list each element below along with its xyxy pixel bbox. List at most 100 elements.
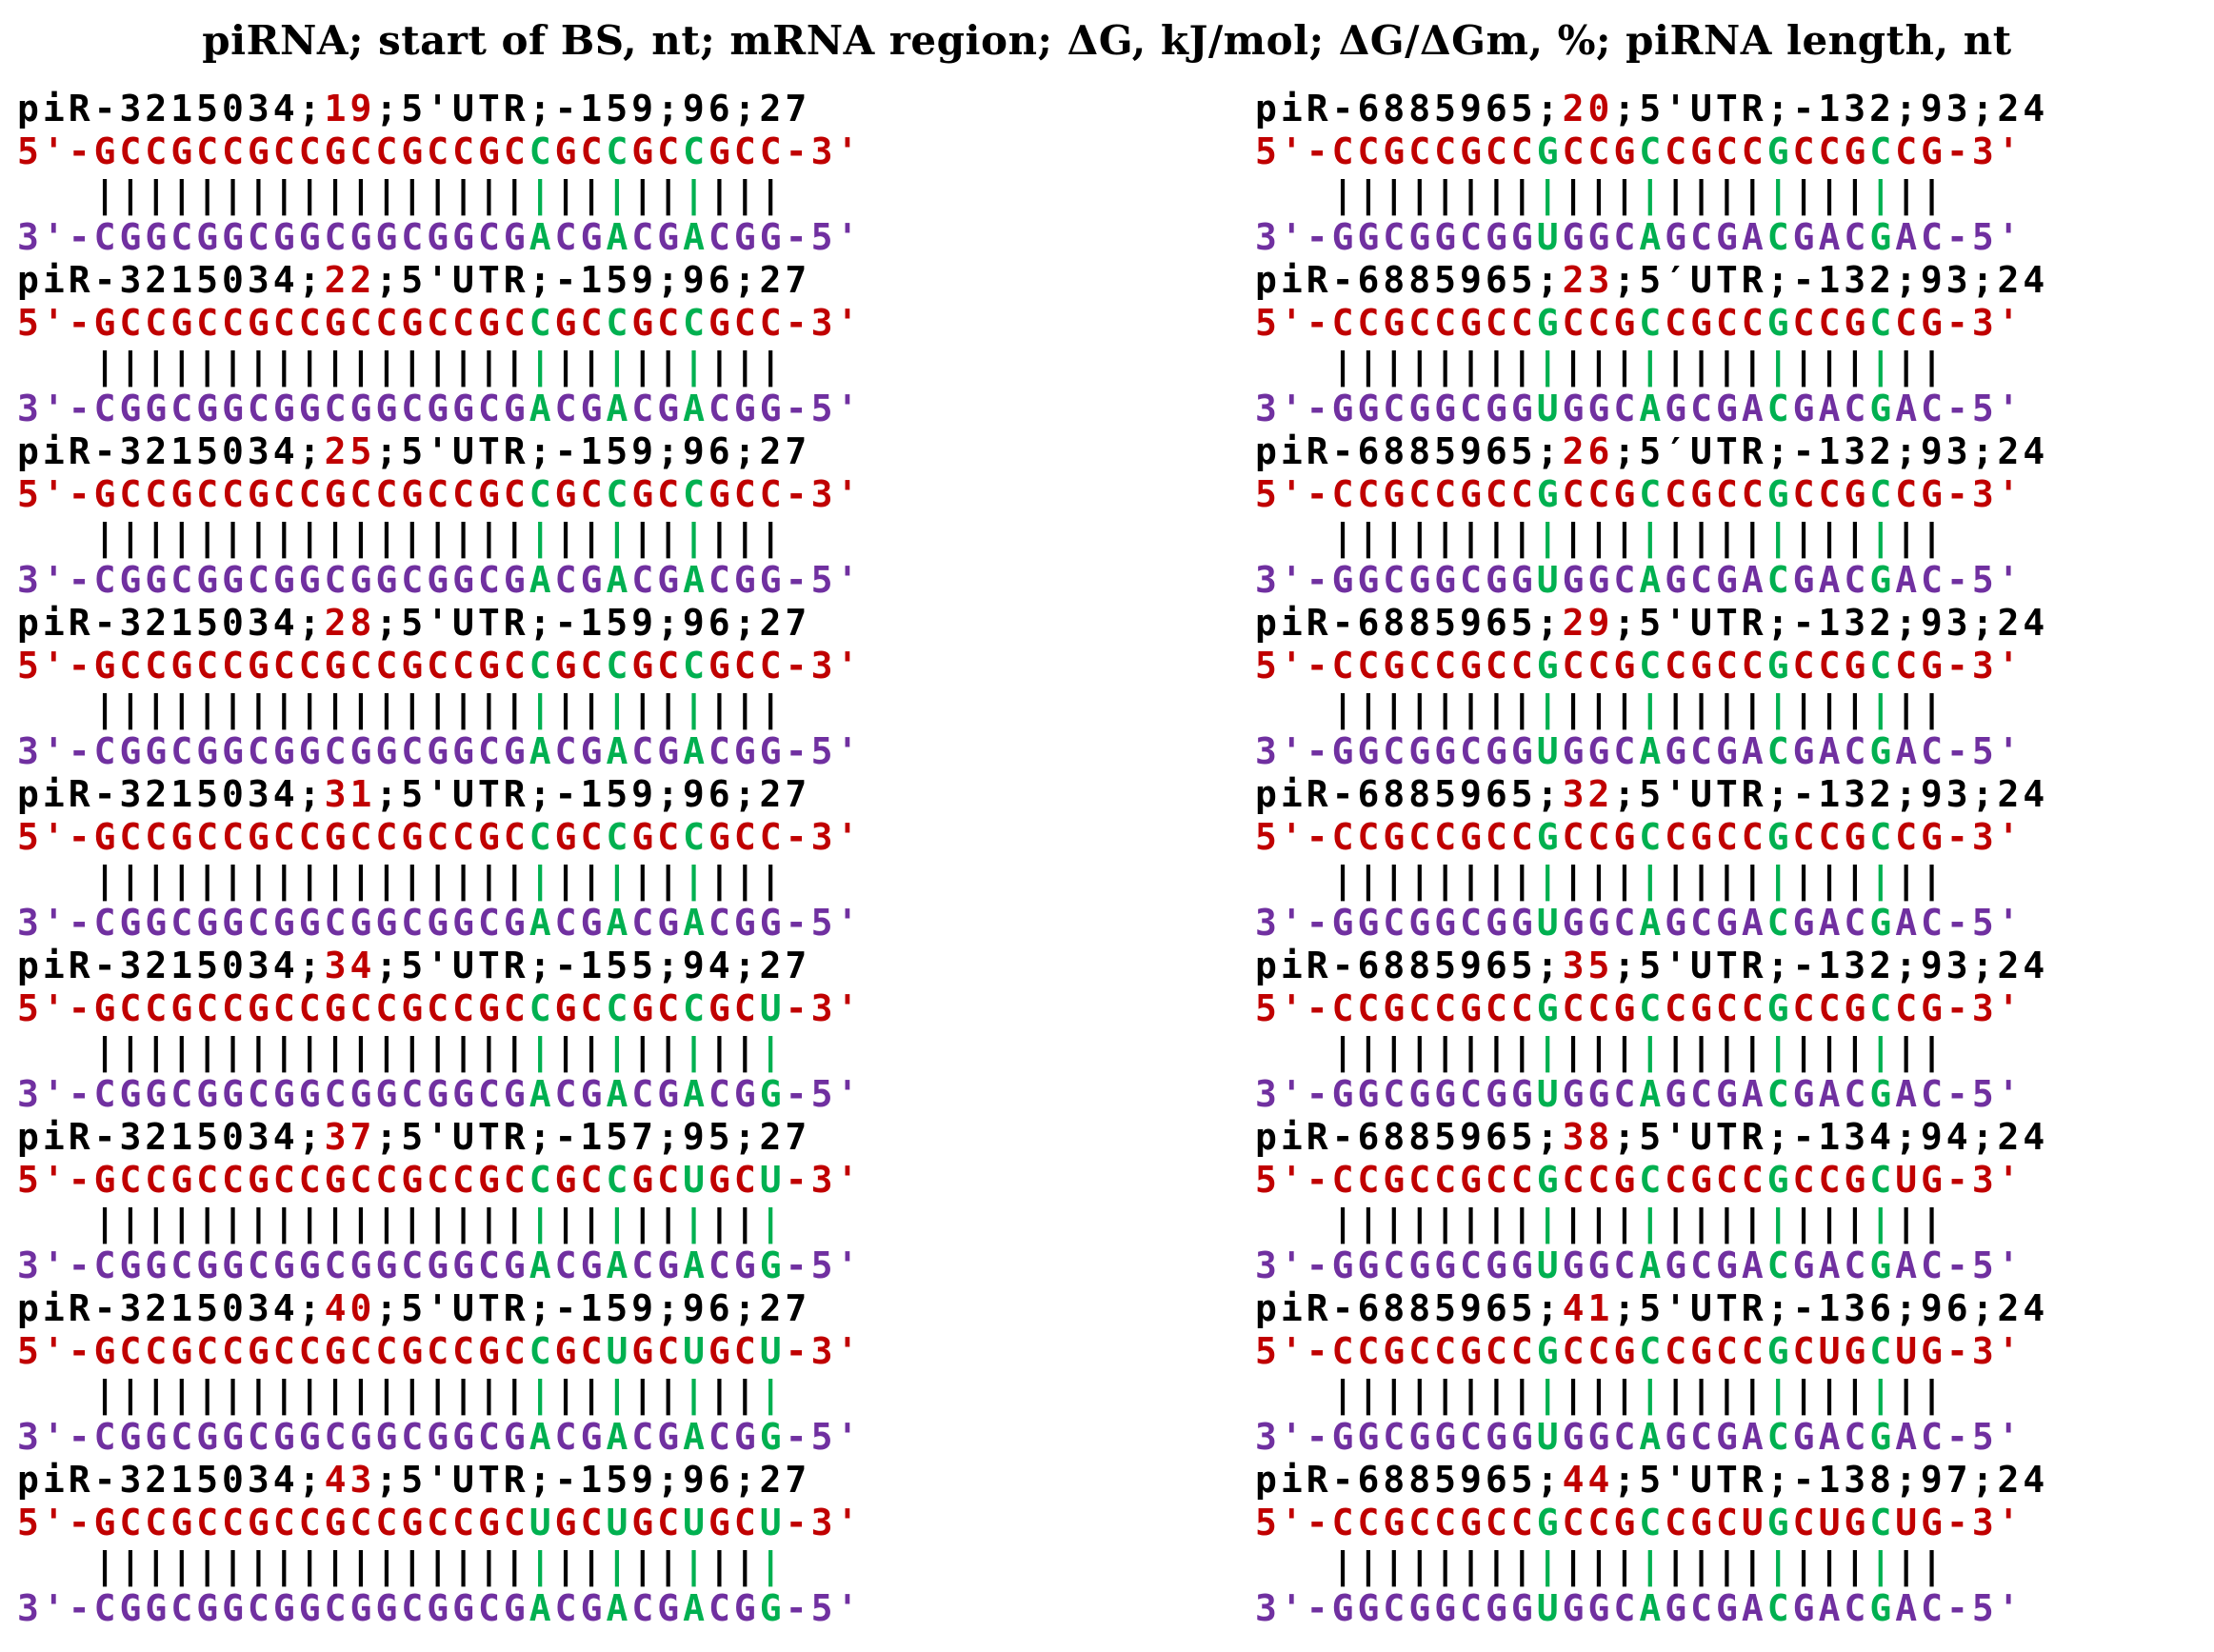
binding-start: 22	[324, 259, 376, 301]
base-pair-lines: |||||||||||||||||||||||||||	[93, 345, 786, 387]
pirna-sequence: 3'-GGCGGCGGUGGCAGCGACGACGAC-5'	[1255, 1416, 2024, 1458]
binding-start: 35	[1562, 945, 1614, 986]
pirna-name: piR-6885965	[1255, 1459, 1537, 1501]
binding-params: ;5'UTR;-159;96;27	[375, 1459, 811, 1501]
mrna-sequence: 5'-GCCGCCGCCGCCGCCGCCGCUGCUGCU-3'	[17, 1330, 863, 1372]
pirna-name: piR-3215034	[17, 430, 299, 472]
pirna-sequence: 3'-GGCGGCGGUGGCAGCGACGACGAC-5'	[1255, 902, 2024, 944]
binding-site-header: piR-6885965;23;5′UTR;-132;93;24	[1255, 259, 2049, 301]
binding-site-header: piR-6885965;41;5'UTR;-136;96;24	[1255, 1287, 2049, 1329]
binding-start: 29	[1562, 602, 1614, 644]
base-pair-lines: |||||||||||||||||||||||||||	[93, 687, 786, 729]
binding-start: 40	[324, 1287, 376, 1329]
base-pair-lines: ||||||||||||||||||||||||	[1331, 1373, 1947, 1415]
binding-site-header: piR-3215034;28;5'UTR;-159;96;27	[17, 602, 811, 644]
binding-start: 38	[1562, 1116, 1614, 1158]
mrna-sequence: 5'-GCCGCCGCCGCCGCCGCCGCCGCCGCC-3'	[17, 473, 863, 515]
mrna-sequence: 5'-CCGCCGCCGCCGCCGCCGCUGCUG-3'	[1255, 1330, 2024, 1372]
binding-params: ;5'UTR;-159;96;27	[375, 430, 811, 472]
binding-site-header: piR-6885965;35;5'UTR;-132;93;24	[1255, 945, 2049, 986]
binding-site-header: piR-3215034;40;5'UTR;-159;96;27	[17, 1287, 811, 1329]
mrna-sequence: 5'-GCCGCCGCCGCCGCCGCCGCCGCUGCU-3'	[17, 1159, 863, 1201]
binding-params: ;5'UTR;-134;94;24	[1613, 1116, 2049, 1158]
binding-params: ;5'UTR;-155;94;27	[375, 945, 811, 986]
base-pair-lines: ||||||||||||||||||||||||	[1331, 1544, 1947, 1586]
mrna-sequence: 5'-CCGCCGCCGCCGCCGCUGCUGCUG-3'	[1255, 1502, 2024, 1543]
binding-start: 26	[1562, 430, 1614, 472]
pirna-name: piR-6885965	[1255, 602, 1537, 644]
base-pair-lines: |||||||||||||||||||||||||||	[93, 859, 786, 901]
pirna-name: piR-6885965	[1255, 1287, 1537, 1329]
mrna-sequence: 5'-CCGCCGCCGCCGCCGCCGCCGCCG-3'	[1255, 473, 2024, 515]
pirna-sequence: 3'-GGCGGCGGUGGCAGCGACGACGAC-5'	[1255, 1244, 2024, 1286]
pirna-sequence: 3'-CGGCGGCGGCGGCGGCGACGACGACGG-5'	[17, 1244, 863, 1286]
pirna-name: piR-6885965	[1255, 945, 1537, 986]
binding-params: ;5'UTR;-159;96;27	[375, 88, 811, 129]
binding-site-header: piR-6885965;26;5′UTR;-132;93;24	[1255, 430, 2049, 472]
mrna-sequence: 5'-CCGCCGCCGCCGCCGCCGCCGCCG-3'	[1255, 302, 2024, 344]
base-pair-lines: ||||||||||||||||||||||||	[1331, 345, 1947, 387]
binding-start: 19	[324, 88, 376, 129]
pirna-name: piR-3215034	[17, 602, 299, 644]
pirna-name: piR-3215034	[17, 259, 299, 301]
binding-start: 25	[324, 430, 376, 472]
binding-site-header: piR-3215034;22;5'UTR;-159;96;27	[17, 259, 811, 301]
binding-site-header: piR-3215034;34;5'UTR;-155;94;27	[17, 945, 811, 986]
binding-site-header: piR-6885965;32;5'UTR;-132;93;24	[1255, 773, 2049, 815]
base-pair-lines: ||||||||||||||||||||||||	[1331, 173, 1947, 215]
binding-params: ;5'UTR;-159;96;27	[375, 259, 811, 301]
binding-params: ;5'UTR;-132;93;24	[1613, 945, 2049, 986]
pirna-name: piR-3215034	[17, 88, 299, 129]
binding-params: ;5'UTR;-136;96;24	[1613, 1287, 2049, 1329]
pirna-sequence: 3'-CGGCGGCGGCGGCGGCGACGACGACGG-5'	[17, 730, 863, 772]
binding-site-header: piR-3215034;25;5'UTR;-159;96;27	[17, 430, 811, 472]
pirna-name: piR-6885965	[1255, 1116, 1537, 1158]
binding-site-header: piR-3215034;31;5'UTR;-159;96;27	[17, 773, 811, 815]
pirna-name: piR-6885965	[1255, 88, 1537, 129]
mrna-sequence: 5'-GCCGCCGCCGCCGCCGCCGCCGCCGCC-3'	[17, 645, 863, 687]
base-pair-lines: |||||||||||||||||||||||||||	[93, 1373, 786, 1415]
binding-params: ;5'UTR;-132;93;24	[1613, 602, 2049, 644]
binding-start: 34	[324, 945, 376, 986]
binding-site-header: piR-6885965;20;5'UTR;-132;93;24	[1255, 88, 2049, 129]
mrna-sequence: 5'-CCGCCGCCGCCGCCGCCGCCGCUG-3'	[1255, 1159, 2024, 1201]
binding-params: ;5'UTR;-159;96;27	[375, 1287, 811, 1329]
binding-site-header: piR-6885965;29;5'UTR;-132;93;24	[1255, 602, 2049, 644]
binding-start: 23	[1562, 259, 1614, 301]
pirna-sequence: 3'-CGGCGGCGGCGGCGGCGACGACGACGG-5'	[17, 1587, 863, 1629]
base-pair-lines: |||||||||||||||||||||||||||	[93, 1202, 786, 1244]
pirna-sequence: 3'-GGCGGCGGUGGCAGCGACGACGAC-5'	[1255, 1073, 2024, 1115]
pirna-sequence: 3'-GGCGGCGGUGGCAGCGACGACGAC-5'	[1255, 216, 2024, 258]
pirna-sequence: 3'-CGGCGGCGGCGGCGGCGACGACGACGG-5'	[17, 1416, 863, 1458]
pirna-name: piR-3215034	[17, 1287, 299, 1329]
mrna-sequence: 5'-CCGCCGCCGCCGCCGCCGCCGCCG-3'	[1255, 987, 2024, 1029]
binding-site-header: piR-3215034;43;5'UTR;-159;96;27	[17, 1459, 811, 1501]
pirna-sequence: 3'-CGGCGGCGGCGGCGGCGACGACGACGG-5'	[17, 388, 863, 429]
page-title: piRNA; start of BS, nt; mRNA region; ΔG,…	[202, 17, 2012, 64]
binding-start: 31	[324, 773, 376, 815]
binding-site-header: piR-3215034;37;5'UTR;-157;95;27	[17, 1116, 811, 1158]
base-pair-lines: |||||||||||||||||||||||||||	[93, 173, 786, 215]
mrna-sequence: 5'-GCCGCCGCCGCCGCCGCCGCCGCCGCC-3'	[17, 130, 863, 172]
mrna-sequence: 5'-CCGCCGCCGCCGCCGCCGCCGCCG-3'	[1255, 130, 2024, 172]
binding-start: 28	[324, 602, 376, 644]
pirna-name: piR-3215034	[17, 773, 299, 815]
pirna-name: piR-3215034	[17, 945, 299, 986]
binding-params: ;5'UTR;-157;95;27	[375, 1116, 811, 1158]
mrna-sequence: 5'-CCGCCGCCGCCGCCGCCGCCGCCG-3'	[1255, 645, 2024, 687]
mrna-sequence: 5'-CCGCCGCCGCCGCCGCCGCCGCCG-3'	[1255, 816, 2024, 858]
binding-params: ;5'UTR;-159;96;27	[375, 773, 811, 815]
base-pair-lines: ||||||||||||||||||||||||	[1331, 687, 1947, 729]
binding-site-header: piR-6885965;38;5'UTR;-134;94;24	[1255, 1116, 2049, 1158]
base-pair-lines: |||||||||||||||||||||||||||	[93, 1030, 786, 1072]
binding-site-header: piR-3215034;19;5'UTR;-159;96;27	[17, 88, 811, 129]
base-pair-lines: ||||||||||||||||||||||||	[1331, 1202, 1947, 1244]
binding-params: ;5′UTR;-132;93;24	[1613, 430, 2049, 472]
pirna-name: piR-3215034	[17, 1116, 299, 1158]
binding-start: 32	[1562, 773, 1614, 815]
mrna-sequence: 5'-GCCGCCGCCGCCGCCGCCGCCGCCGCC-3'	[17, 302, 863, 344]
mrna-sequence: 5'-GCCGCCGCCGCCGCCGCUGCUGCUGCU-3'	[17, 1502, 863, 1543]
pirna-sequence: 3'-CGGCGGCGGCGGCGGCGACGACGACGG-5'	[17, 559, 863, 601]
binding-params: ;5'UTR;-138;97;24	[1613, 1459, 2049, 1501]
pirna-sequence: 3'-CGGCGGCGGCGGCGGCGACGACGACGG-5'	[17, 902, 863, 944]
